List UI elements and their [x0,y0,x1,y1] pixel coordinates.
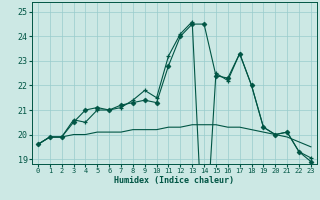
X-axis label: Humidex (Indice chaleur): Humidex (Indice chaleur) [115,176,234,185]
